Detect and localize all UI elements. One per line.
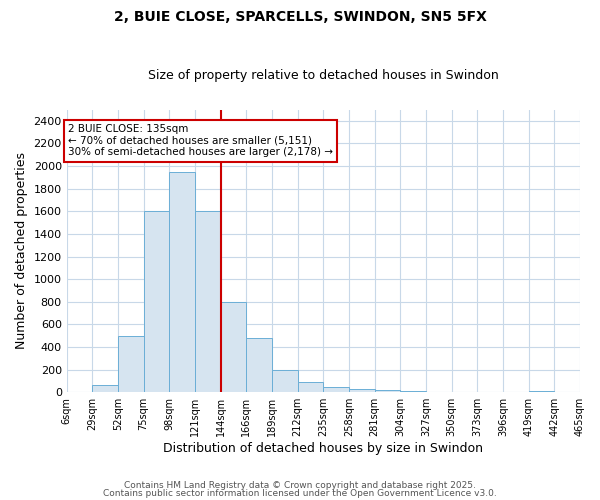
Bar — [374, 390, 400, 392]
Bar — [92, 386, 118, 392]
Bar — [529, 390, 554, 392]
Bar — [349, 389, 374, 392]
Bar — [143, 212, 169, 392]
Text: 2 BUIE CLOSE: 135sqm
← 70% of detached houses are smaller (5,151)
30% of semi-de: 2 BUIE CLOSE: 135sqm ← 70% of detached h… — [68, 124, 333, 158]
Text: Contains public sector information licensed under the Open Government Licence v3: Contains public sector information licen… — [103, 488, 497, 498]
Bar — [400, 391, 426, 392]
Bar — [195, 212, 221, 392]
Y-axis label: Number of detached properties: Number of detached properties — [15, 152, 28, 350]
Bar — [323, 387, 349, 392]
Text: 2, BUIE CLOSE, SPARCELLS, SWINDON, SN5 5FX: 2, BUIE CLOSE, SPARCELLS, SWINDON, SN5 5… — [113, 10, 487, 24]
Bar — [298, 382, 323, 392]
Bar — [118, 336, 143, 392]
Bar — [247, 338, 272, 392]
Bar — [221, 302, 247, 392]
Bar — [272, 370, 298, 392]
Title: Size of property relative to detached houses in Swindon: Size of property relative to detached ho… — [148, 69, 499, 82]
Bar — [169, 172, 195, 392]
Text: Contains HM Land Registry data © Crown copyright and database right 2025.: Contains HM Land Registry data © Crown c… — [124, 481, 476, 490]
X-axis label: Distribution of detached houses by size in Swindon: Distribution of detached houses by size … — [163, 442, 484, 455]
